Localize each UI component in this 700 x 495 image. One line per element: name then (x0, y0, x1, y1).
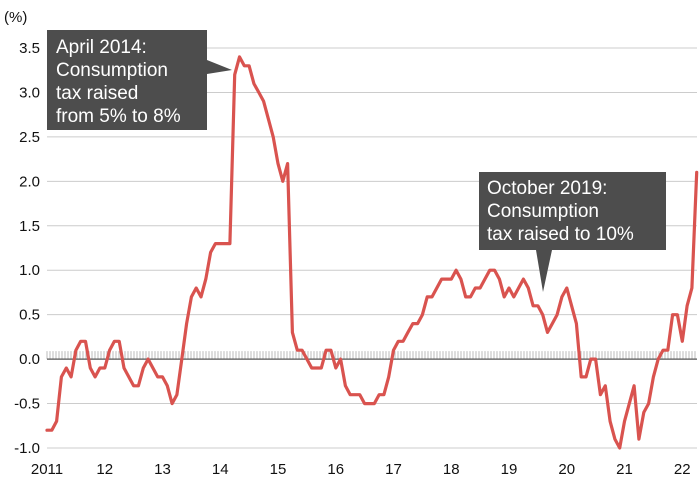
y-tick-label: 0.5 (19, 307, 40, 324)
x-tick-label: 16 (327, 461, 344, 478)
zero-baseline (46, 351, 697, 360)
x-tick-labels: 2011 12 13 14 15 16 17 18 19 20 21 22 (31, 461, 691, 478)
y-tick-label: 2.0 (19, 173, 40, 190)
y-tick-label: 3.0 (19, 84, 40, 101)
x-tick-label: 17 (385, 461, 402, 478)
series-line (45, 55, 699, 450)
annotation-box (479, 172, 666, 250)
x-tick-label: 20 (558, 461, 575, 478)
annotation-text-line: October 2019: (487, 178, 607, 199)
y-tick-label: -1.0 (14, 440, 40, 457)
x-tick-label: 2011 (31, 461, 63, 478)
annotation-text-line: from 5% to 8% (56, 106, 181, 127)
annotation-pointer (207, 60, 232, 74)
y-tick-label: 3.5 (19, 40, 40, 57)
annotation-text-line: Consumption (56, 60, 168, 81)
y-tick-label: -0.5 (14, 396, 40, 413)
x-tick-label: 13 (154, 461, 171, 478)
y-tick-label: 0.0 (19, 351, 40, 368)
annotation-box (47, 30, 207, 130)
annotation-text-line: Consumption (487, 201, 599, 222)
y-tick-labels: 3.5 3.0 2.5 2.0 1.5 1.0 0.5 0.0 -0.5 -1.0 (14, 40, 40, 457)
x-tick-label: 21 (616, 461, 633, 478)
annotation-text-line: tax raised (56, 83, 138, 104)
annotation-text-line: April 2014: (56, 37, 147, 58)
x-tick-label: 19 (501, 461, 518, 478)
annotation-text-line: tax raised to 10% (487, 224, 634, 245)
y-tick-label: 1.5 (19, 218, 40, 235)
x-tick-label: 14 (212, 461, 229, 478)
x-tick-label: 12 (96, 461, 113, 478)
y-tick-label: 1.0 (19, 262, 40, 279)
y-axis-unit-label: (%) (4, 9, 27, 26)
y-tick-label: 2.5 (19, 129, 40, 146)
series-line-layer (45, 55, 699, 450)
x-tick-label: 22 (674, 461, 691, 478)
x-tick-label: 15 (270, 461, 287, 478)
annotation-pointer (536, 250, 552, 292)
x-tick-label: 18 (443, 461, 460, 478)
